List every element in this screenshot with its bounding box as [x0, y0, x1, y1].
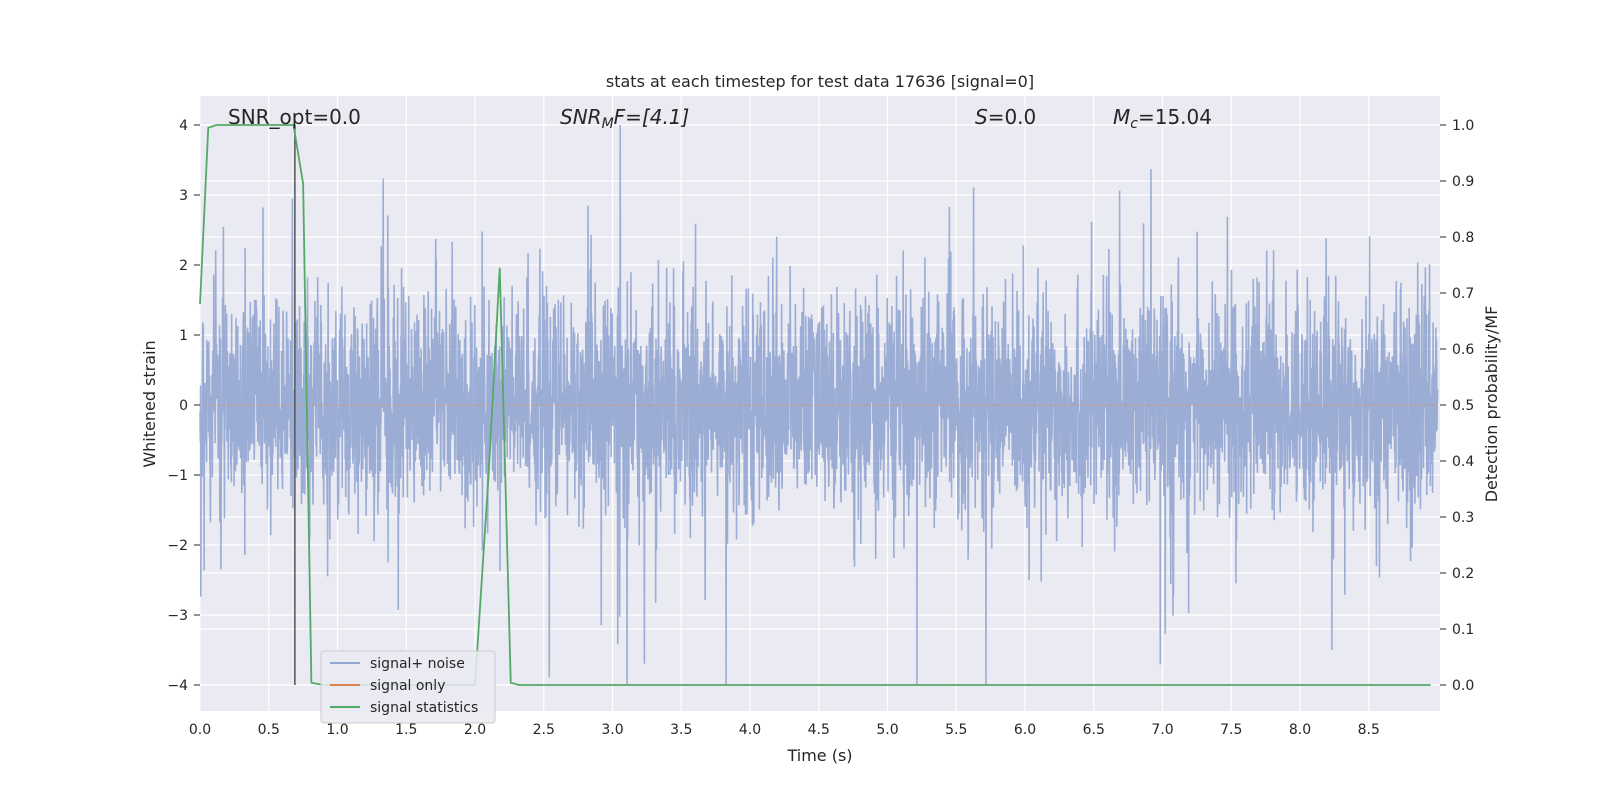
x-tick-7: 3.5: [670, 722, 692, 738]
legend-label-signal-statistics: signal statistics: [370, 700, 478, 716]
x-tick-14: 7.0: [1151, 722, 1173, 738]
y2-tick-0: 1.0: [1452, 118, 1474, 134]
s-rest: =0.0: [988, 105, 1037, 129]
legend-box: [320, 650, 496, 724]
x-tick-9: 4.5: [808, 722, 830, 738]
x-tick-17: 8.5: [1358, 722, 1380, 738]
x-tick-4: 2.0: [464, 722, 486, 738]
y2-tick-6: 0.4: [1452, 454, 1474, 470]
x-tick-16: 8.0: [1289, 722, 1311, 738]
y-tick-5: −1: [167, 468, 188, 484]
x-tick-12: 6.0: [1014, 722, 1036, 738]
y2-tick-2: 0.8: [1452, 230, 1474, 246]
snr-mf-sub: M: [602, 116, 614, 132]
x-tick-10: 5.0: [876, 722, 898, 738]
y2-tick-3: 0.7: [1452, 286, 1474, 302]
chart-title: stats at each timestep for test data 176…: [606, 72, 1034, 91]
y-tick-0: 4: [179, 118, 188, 134]
snr-mf-rest: F=[4.1]: [614, 105, 690, 129]
y2-tick-9: 0.1: [1452, 622, 1474, 638]
y-tick-1: 3: [179, 188, 188, 204]
legend-label-signal-only: signal only: [370, 678, 445, 694]
annotation-snr-opt: SNR_opt=0.0: [228, 105, 361, 129]
y2-axis-label: Detection probability/MF: [1482, 306, 1501, 503]
legend-label-signal-plus-noise: signal+ noise: [370, 656, 465, 672]
x-tick-1: 0.5: [258, 722, 280, 738]
y-tick-7: −3: [167, 608, 188, 624]
y-tick-labels: 4 3 2 1 0 −1 −2 −3 −4: [167, 118, 200, 694]
x-tick-11: 5.5: [945, 722, 967, 738]
x-tick-3: 1.5: [395, 722, 417, 738]
y2-tick-5: 0.5: [1452, 398, 1474, 414]
series-signal-plus-noise: [199, 124, 1439, 686]
x-tick-2: 1.0: [326, 722, 348, 738]
x-tick-8: 4.0: [739, 722, 761, 738]
y2-tick-10: 0.0: [1452, 678, 1474, 694]
y-tick-2: 2: [179, 258, 188, 274]
x-tick-labels: 0.0 0.5 1.0 1.5 2.0 2.5 3.0 3.5 4.0 4.5 5.0 5.5 6.0 6…: [189, 722, 1380, 738]
annotation-snr-mf: SNRMF=[4.1]: [560, 105, 689, 132]
y-tick-4: 0: [179, 398, 188, 414]
y-tick-8: −4: [167, 678, 188, 694]
y2-tick-4: 0.6: [1452, 342, 1474, 358]
mc-var: M: [1113, 105, 1130, 129]
y2-tick-labels: 1.0 0.9 0.8 0.7 0.6 0.5 0.4 0.3 0.2 0.1 0.0: [1440, 118, 1474, 694]
mc-sub: c: [1130, 116, 1138, 132]
noise-trace: [199, 124, 1439, 686]
y2-tick-8: 0.2: [1452, 566, 1474, 582]
x-tick-15: 7.5: [1220, 722, 1242, 738]
mc-rest: =15.04: [1138, 105, 1212, 129]
annotation-s: S=0.0: [975, 105, 1036, 129]
legend: signal+ noise signal only signal statist…: [320, 650, 496, 724]
x-tick-0: 0.0: [189, 722, 211, 738]
x-tick-13: 6.5: [1083, 722, 1105, 738]
y2-tick-7: 0.3: [1452, 510, 1474, 526]
x-tick-6: 3.0: [601, 722, 623, 738]
s-var: S: [975, 105, 988, 129]
annotation-mc: Mc=15.04: [1113, 105, 1212, 132]
x-axis-label: Time (s): [786, 746, 852, 765]
y-tick-6: −2: [167, 538, 188, 554]
snr-mf-base: SNR: [560, 105, 602, 129]
y-tick-3: 1: [179, 328, 188, 344]
y-axis-label: Whitened strain: [140, 340, 159, 467]
x-tick-5: 2.5: [533, 722, 555, 738]
y2-tick-1: 0.9: [1452, 174, 1474, 190]
